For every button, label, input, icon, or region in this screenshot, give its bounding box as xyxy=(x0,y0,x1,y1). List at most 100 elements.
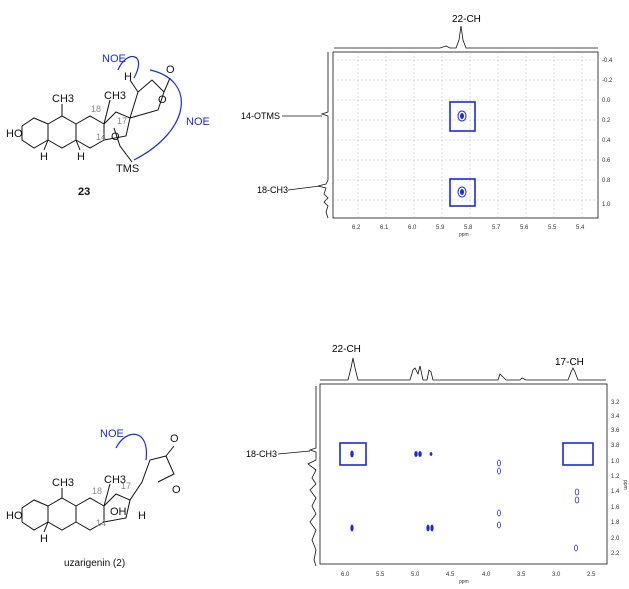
noe-arrow-left xyxy=(117,55,140,79)
chem-ch3-b: CH3 xyxy=(104,90,126,102)
top-x-tick: 6.0 xyxy=(408,225,417,231)
bottom-y-tick: 1.6 xyxy=(611,505,620,511)
compound-label-23: 23 xyxy=(78,186,90,198)
bottom-x-tick: 2.5 xyxy=(587,572,596,578)
bottom-y-tick: 2.0 xyxy=(611,536,620,542)
bottom-x-tick: 5.0 xyxy=(411,572,420,578)
crosspeak xyxy=(430,524,434,532)
bottom-y-unit: ppm xyxy=(622,480,628,490)
bottom-x-ticks: 6.0 5.5 5.0 4.5 4.0 3.5 3.0 2.5 ppm xyxy=(341,572,596,585)
bottom-crosspeaks xyxy=(350,450,580,552)
bottom-y-tick: 3.6 xyxy=(611,428,620,434)
bottom-y-tick: 1.4 xyxy=(611,489,620,495)
bottom-y-tick: 3.4 xyxy=(611,414,620,420)
crosspeak xyxy=(414,451,418,457)
top-highlight-box-1 xyxy=(449,101,476,132)
chem-n14: 14 xyxy=(96,132,106,142)
top-x-unit: ppm xyxy=(459,232,469,238)
crosspeak xyxy=(574,488,580,496)
top-grid xyxy=(333,52,598,218)
chem-h-a: H xyxy=(40,151,48,163)
bottom-x-tick: 3.0 xyxy=(552,572,561,578)
top-y-tick: 0.0 xyxy=(602,98,611,104)
bottom-highlight-box-17ch xyxy=(562,442,594,466)
top-y-tick: 0.6 xyxy=(602,158,611,164)
u-chem-n17: 17 xyxy=(121,481,131,491)
crosspeak xyxy=(497,509,501,517)
bottom-left-label-18ch3: 18-CH3 xyxy=(246,449,277,459)
u-chem-n18: 18 xyxy=(92,486,102,496)
bottom-y-ticks: 3.2 3.4 3.6 3.8 1.0 1.2 1.4 1.6 1.8 2.0 … xyxy=(611,400,628,557)
top-x-tick: 6.2 xyxy=(352,225,361,231)
top-projection xyxy=(334,25,598,49)
top-x-tick: 5.6 xyxy=(520,225,529,231)
bottom-top-projection xyxy=(320,357,606,381)
top-crosspeak-1 xyxy=(457,110,467,122)
top-y-ticks: -0.4 -0.2 0.0 0.2 0.4 0.6 0.8 1.0 xyxy=(602,58,613,208)
top-x-tick: 5.8 xyxy=(464,225,473,231)
structure-uzarigenin xyxy=(21,445,175,533)
bottom-highlight-box-22ch xyxy=(339,442,367,466)
crosspeak xyxy=(497,521,501,529)
crosspeak xyxy=(350,524,354,532)
chem-o-lactone: O xyxy=(158,94,167,106)
structure-23 xyxy=(21,77,171,163)
chem-h-b: H xyxy=(77,151,85,163)
u-noe-label: NOE xyxy=(100,428,124,440)
bottom-left-leader xyxy=(277,450,311,455)
chem-n17: 17 xyxy=(117,116,127,126)
bottom-y-tick: 1.0 xyxy=(611,459,620,465)
top-x-ticks: 6.2 6.1 6.0 5.9 5.8 5.7 5.6 5.5 5.4 ppm xyxy=(352,225,585,238)
u-chem-ho: HO xyxy=(6,510,23,522)
compound-name-uzarigenin: uzarigenin (2) xyxy=(64,558,125,569)
u-chem-h-side: H xyxy=(138,510,146,522)
top-left-leader-2 xyxy=(287,185,321,191)
chem-ch3-a: CH3 xyxy=(52,93,74,105)
noe-label-left: NOE xyxy=(102,53,126,65)
crosspeak xyxy=(497,467,501,475)
u-noe-arrow xyxy=(115,433,147,461)
u-chem-h-a: H xyxy=(40,533,48,545)
bottom-x-tick: 5.5 xyxy=(376,572,385,578)
top-crosspeak-2 xyxy=(457,186,467,198)
bottom-y-tick: 3.8 xyxy=(611,443,620,449)
crosspeak xyxy=(497,459,501,467)
top-y-tick: 0.2 xyxy=(602,118,611,124)
bottom-label-17ch: 17-CH xyxy=(555,357,584,368)
top-left-label-14otms: 14-OTMS xyxy=(241,111,280,121)
left-projection xyxy=(317,52,329,219)
crosspeak xyxy=(429,452,433,456)
bottom-x-tick: 4.0 xyxy=(482,572,491,578)
crosspeak xyxy=(574,496,580,504)
chem-n18: 18 xyxy=(91,104,101,114)
top-y-tick: -0.4 xyxy=(602,58,613,64)
top-x-tick: 5.4 xyxy=(576,225,585,231)
bottom-x-unit: ppm xyxy=(459,579,469,584)
crosspeak xyxy=(426,524,430,532)
crosspeak xyxy=(574,544,578,552)
noe-label-right: NOE xyxy=(186,116,210,128)
bottom-left-projection xyxy=(307,386,317,567)
u-chem-ch3-a: CH3 xyxy=(52,477,74,489)
chem-ho: HO xyxy=(6,128,23,140)
bottom-x-tick: 3.5 xyxy=(517,572,526,578)
u-chem-o-carbonyl: O xyxy=(170,433,179,445)
top-x-tick: 5.5 xyxy=(548,225,557,231)
top-y-tick: 0.4 xyxy=(602,138,611,144)
u-chem-ch3-b: CH3 xyxy=(104,474,126,486)
top-x-tick: 5.7 xyxy=(492,225,501,231)
bottom-y-tick: 1.2 xyxy=(611,474,620,480)
bottom-plot-frame xyxy=(319,383,608,565)
top-y-tick: 1.0 xyxy=(602,202,611,208)
bottom-label-22ch: 22-CH xyxy=(332,344,361,355)
chem-h-top: H xyxy=(124,71,132,83)
top-y-tick: -0.2 xyxy=(602,78,613,84)
top-plot-frame xyxy=(332,51,599,219)
u-chem-o-lactone: O xyxy=(172,484,181,496)
top-y-tick: 0.8 xyxy=(602,178,611,184)
bottom-y-tick: 1.8 xyxy=(611,520,620,526)
top-label-22ch: 22-CH xyxy=(452,14,481,25)
top-crosspeak-1-core xyxy=(460,113,464,119)
bottom-x-tick: 4.5 xyxy=(446,572,455,578)
